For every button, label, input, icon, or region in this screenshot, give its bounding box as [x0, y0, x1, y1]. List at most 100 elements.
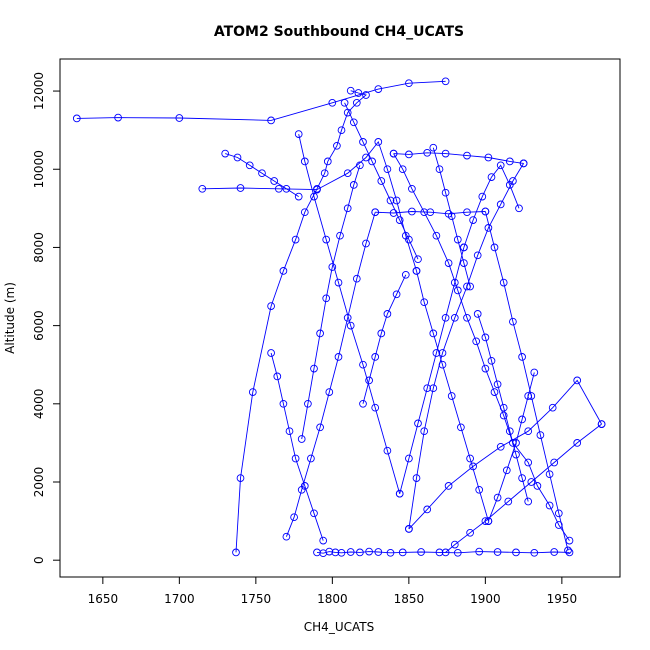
data-point [545, 470, 554, 479]
series-line [393, 152, 524, 164]
series-line [432, 147, 471, 287]
data-point [457, 423, 465, 432]
data-point [441, 188, 450, 197]
data-point [536, 431, 545, 439]
data-point [505, 427, 514, 436]
data-point [356, 548, 364, 557]
data-point [496, 161, 505, 170]
x-tick-label: 1800 [317, 592, 348, 606]
x-tick-label: 1850 [394, 592, 425, 606]
y-axis: 0 2000 4000 6000 8000 10000 12000 [32, 72, 61, 564]
data-point [524, 458, 533, 467]
series-21 [340, 98, 422, 264]
data-point [423, 505, 432, 514]
series-line [484, 211, 569, 551]
data-point [519, 159, 528, 168]
series-line [344, 102, 419, 260]
data-point [279, 399, 288, 408]
data-point [450, 278, 459, 287]
data-point [316, 329, 324, 338]
data-point [481, 364, 490, 373]
data-point [285, 427, 294, 436]
data-point [323, 157, 332, 166]
data-point [114, 113, 122, 122]
data-point [504, 497, 513, 506]
data-point [320, 169, 329, 178]
data-point [473, 310, 482, 318]
data-point [573, 376, 582, 385]
data-point [463, 208, 471, 217]
data-point [175, 114, 184, 122]
series-9 [282, 208, 380, 541]
data-point [417, 548, 425, 556]
data-point [371, 403, 380, 412]
data-point [300, 208, 309, 217]
data-point [331, 548, 340, 557]
series-4 [389, 149, 574, 545]
series-line [202, 140, 417, 272]
data-point [444, 482, 453, 490]
data-point [487, 356, 496, 365]
data-point [505, 157, 514, 166]
data-point [383, 446, 392, 455]
data-point [333, 141, 341, 150]
data-point [441, 548, 450, 557]
y-axis-label: Altitude (m) [3, 282, 17, 354]
data-point [408, 184, 416, 193]
data-point [487, 173, 496, 181]
data-point [325, 388, 334, 396]
plot-area [72, 77, 606, 558]
data-point [392, 290, 401, 299]
data-point [297, 435, 306, 443]
data-point [423, 384, 432, 393]
y-tick-label: 0 [32, 556, 46, 564]
series-line [408, 163, 524, 529]
data-point [267, 349, 275, 357]
data-point [499, 411, 508, 420]
y-tick-label: 4000 [32, 389, 46, 420]
y-tick-label: 8000 [32, 232, 46, 263]
data-point [291, 235, 300, 244]
data-point [490, 243, 499, 252]
data-point [545, 501, 554, 510]
x-axis-label: CH4_UCATS [304, 620, 374, 634]
data-point [412, 267, 421, 275]
data-point [420, 298, 429, 307]
x-tick-label: 1650 [88, 592, 119, 606]
y-tick-label: 6000 [32, 310, 46, 341]
data-point [453, 286, 462, 295]
data-point [337, 548, 346, 557]
data-point [405, 79, 413, 88]
data-point [343, 204, 352, 213]
data-point [550, 458, 559, 467]
data-point [481, 207, 490, 216]
data-point [354, 89, 363, 97]
data-point [453, 235, 462, 244]
data-point [441, 149, 450, 158]
data-point [398, 165, 407, 174]
data-point [463, 151, 471, 160]
data-point [447, 392, 456, 400]
data-point [515, 204, 523, 213]
x-tick-label: 1750 [241, 592, 272, 606]
data-point [554, 509, 563, 518]
data-point [518, 474, 526, 482]
data-point [550, 548, 559, 556]
data-point [469, 216, 477, 224]
data-point [300, 482, 309, 490]
data-point [365, 376, 373, 385]
data-point [405, 150, 413, 159]
data-point [401, 270, 410, 279]
data-point [524, 497, 533, 506]
series-line [298, 134, 401, 494]
data-point [432, 231, 441, 240]
data-point [472, 337, 481, 346]
data-point [279, 267, 288, 275]
data-point [267, 302, 275, 310]
data-point [365, 547, 373, 556]
data-point [368, 157, 376, 166]
data-point [490, 388, 499, 396]
data-point [405, 525, 413, 533]
data-point [359, 399, 367, 408]
data-point [554, 521, 563, 529]
